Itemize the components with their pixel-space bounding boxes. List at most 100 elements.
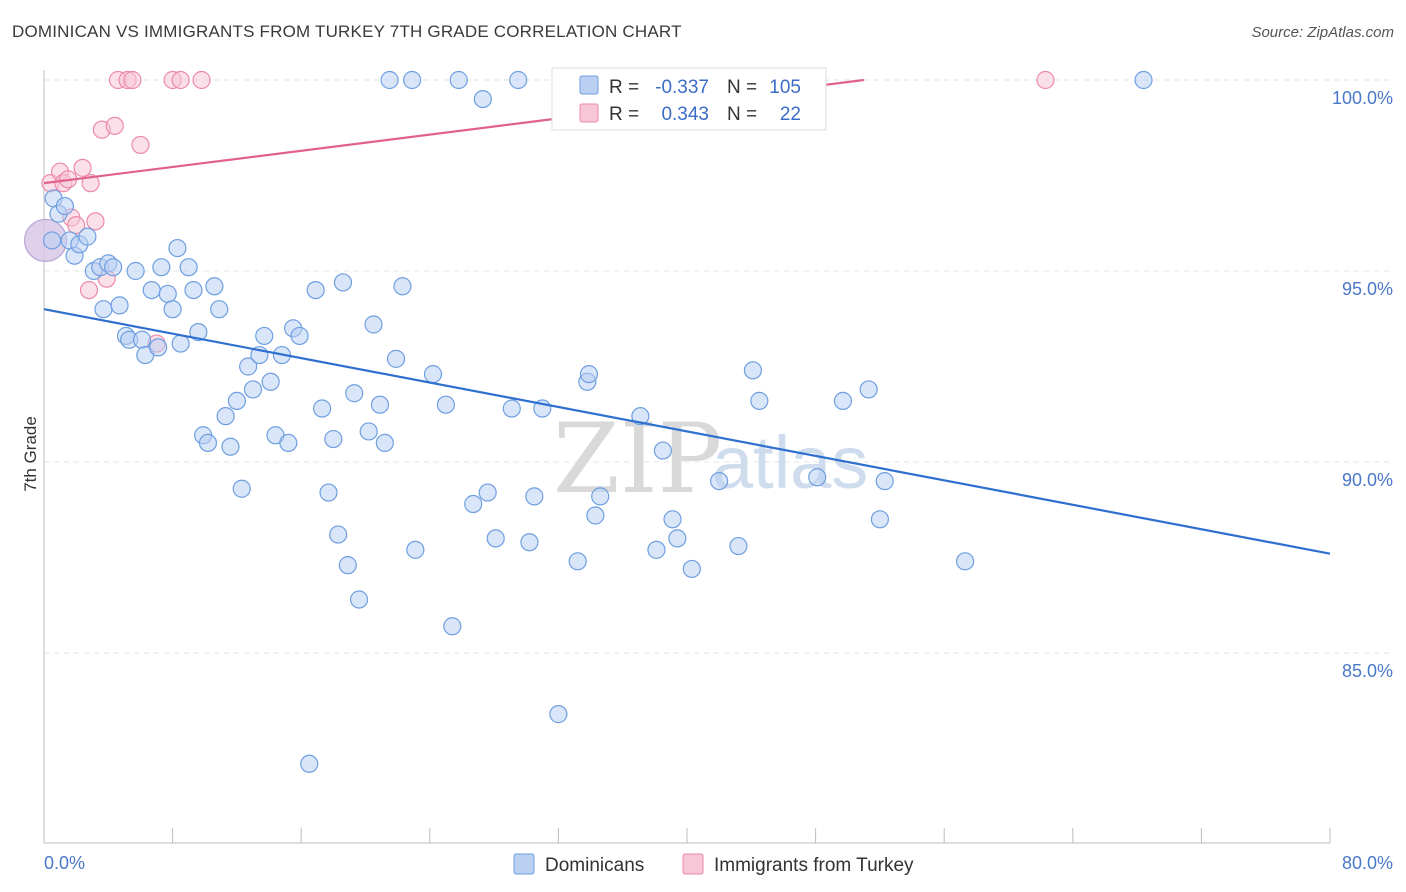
data-point-immigrants-from-turkey: [86, 212, 105, 231]
data-point-dominicans: [525, 487, 544, 506]
data-point-dominicans: [668, 529, 687, 548]
y-tick-labels: 100.0% 95.0% 90.0% 85.0%: [1332, 88, 1393, 681]
data-point-dominicans: [364, 315, 383, 334]
y-tick-label: 90.0%: [1342, 470, 1393, 490]
data-point-dominicans: [647, 540, 666, 559]
data-point-dominicans: [255, 326, 274, 346]
data-point-dominicans: [380, 70, 399, 90]
data-point-dominicans: [568, 552, 587, 571]
data-point-dominicans: [743, 361, 763, 380]
data-point-immigrants-from-turkey: [67, 216, 86, 235]
data-point-dominicans: [478, 483, 497, 502]
data-point-dominicans: [171, 334, 190, 353]
data-point-dominicans: [152, 258, 171, 277]
stat-swatch-dominicans: [579, 75, 599, 95]
data-point-immigrants-from-turkey: [79, 281, 99, 300]
data-point-dominicans: [423, 365, 443, 384]
axes: [43, 70, 1331, 844]
data-point-dominicans: [859, 380, 878, 399]
data-point-dominicans: [345, 384, 364, 403]
data-point-dominicans: [631, 407, 650, 426]
data-point-dominicans: [403, 70, 422, 90]
data-point-dominicans: [132, 330, 152, 349]
data-point-dominicans: [300, 754, 319, 773]
trend-line-dominicans: [43, 308, 1331, 555]
data-point-dominicans: [126, 261, 145, 281]
data-point-dominicans: [338, 556, 357, 575]
data-point-dominicans: [205, 277, 224, 296]
data-point-dominicans: [955, 552, 975, 571]
x-tick-label-min: 0.0%: [44, 853, 85, 873]
data-point-dominicans: [261, 372, 280, 391]
data-point-dominicans: [149, 338, 168, 357]
data-point-dominicans: [586, 506, 605, 525]
data-point-dominicans: [359, 422, 378, 441]
data-point-dominicans: [663, 510, 682, 529]
data-point-dominicans: [210, 300, 229, 319]
data-point-dominicans: [509, 70, 528, 90]
data-point-dominicans: [349, 590, 369, 609]
watermark-atlas: atlas: [712, 421, 868, 504]
data-point-dominicans: [833, 391, 853, 410]
data-point-immigrants-from-turkey: [131, 135, 150, 155]
legend: Dominicans Immigrants from Turkey: [513, 853, 914, 876]
data-point-dominicans: [319, 483, 338, 502]
data-point-dominicans: [221, 437, 240, 456]
data-point-dominicans: [216, 407, 235, 426]
data-point-dominicans: [306, 281, 325, 300]
legend-swatch-dominicans: [513, 853, 535, 875]
stats-box: R = -0.337 N = 105 R = 0.343 N = 22: [551, 67, 827, 131]
data-point-dominicans: [375, 433, 394, 452]
data-point-dominicans: [227, 391, 246, 410]
data-point-dominicans: [750, 391, 769, 410]
data-point-dominicans: [198, 433, 218, 452]
data-point-dominicans: [1134, 70, 1153, 90]
data-point-immigrants-from-turkey: [171, 70, 190, 90]
data-point-dominicans: [729, 536, 748, 556]
data-point-dominicans: [370, 395, 390, 414]
data-point-dominicans: [243, 380, 263, 399]
chart-title: DOMINICAN VS IMMIGRANTS FROM TURKEY 7TH …: [12, 22, 682, 41]
data-point-dominicans: [875, 472, 894, 491]
stat-r-value-turkey: 0.343: [661, 104, 709, 125]
source-credit: Source: ZipAtlas.com: [1251, 24, 1394, 41]
data-point-dominicans: [473, 89, 492, 109]
data-point-dominicans: [179, 258, 198, 277]
stat-n-label-dominicans: N =: [727, 77, 757, 98]
data-point-immigrants-from-turkey: [73, 158, 92, 177]
data-point-dominicans: [329, 525, 348, 544]
data-point-dominicans: [502, 399, 521, 418]
data-point-dominicans: [189, 323, 208, 342]
data-point-dominicans: [443, 617, 462, 636]
data-point-dominicans: [104, 258, 123, 277]
legend-swatch-turkey: [682, 853, 704, 875]
data-point-dominicans: [449, 70, 468, 90]
stat-n-label-turkey: N =: [727, 104, 757, 125]
legend-label-dominicans: Dominicans: [545, 855, 644, 876]
x-tick-label-max: 80.0%: [1342, 853, 1393, 873]
data-point-immigrants-from-turkey: [1036, 70, 1055, 90]
data-point-dominicans: [158, 284, 177, 304]
data-point-dominicans: [312, 399, 332, 418]
x-tick-marks: [43, 828, 1331, 843]
data-point-dominicans: [393, 277, 412, 296]
data-point-dominicans: [520, 533, 539, 552]
data-point-dominicans: [682, 559, 701, 579]
data-point-dominicans: [464, 494, 483, 514]
data-point-dominicans: [653, 441, 672, 460]
data-point-dominicans: [333, 273, 353, 292]
data-point-dominicans: [232, 479, 251, 498]
data-point-dominicans: [436, 395, 455, 414]
y-tick-label: 100.0%: [1332, 88, 1393, 108]
data-point-dominicans: [486, 529, 505, 548]
data-point-dominicans: [184, 281, 203, 300]
data-point-dominicans: [239, 357, 258, 376]
data-point-dominicans: [579, 365, 599, 384]
y-axis-label: 7th Grade: [21, 416, 40, 492]
stat-n-value-turkey: 22: [780, 104, 801, 125]
stat-r-value-dominicans: -0.337: [655, 77, 709, 98]
data-point-dominicans: [591, 487, 610, 506]
data-point-dominicans: [386, 349, 406, 368]
y-tick-label: 85.0%: [1342, 661, 1393, 681]
